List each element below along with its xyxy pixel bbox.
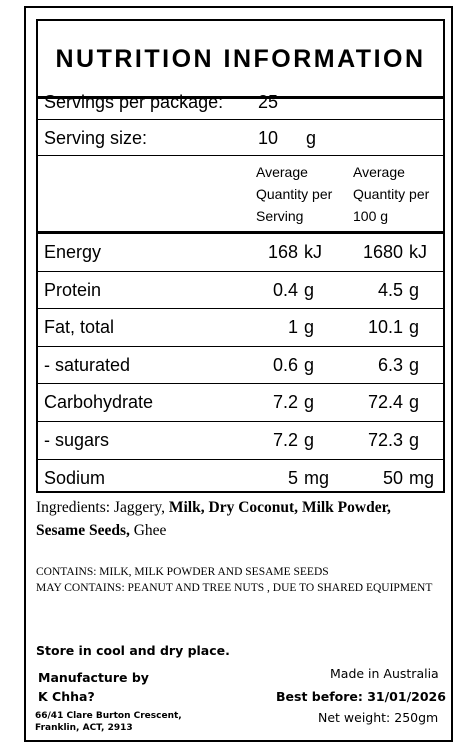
nutrition-panel: NUTRITION INFORMATION Servings per packa… [36, 19, 445, 493]
manufacturer-name: K Chha? [38, 689, 95, 704]
per-100g-unit: g [409, 317, 420, 338]
per-serving-unit: g [304, 430, 315, 450]
servings-label: Servings per package: [44, 92, 224, 112]
label-border [24, 6, 453, 742]
address-line-1: 66/41 Clare Burton Crescent, [35, 711, 182, 721]
row-divider [38, 383, 443, 385]
divider [38, 119, 443, 120]
per-serving-unit: g [304, 317, 315, 338]
column-header-per-serving: Average Quantity per Serving [256, 164, 333, 224]
row-divider [38, 345, 443, 347]
per-serving-value: 0.6 [272, 354, 298, 375]
row-divider [38, 458, 443, 460]
per-100g-value: 1680 [362, 242, 403, 262]
nutrient-label: - sugars [44, 430, 110, 450]
per-100g-unit: g [409, 279, 420, 300]
per-100g-value: 72.4 [367, 392, 403, 413]
storage-instruction: Store in cool and dry place. [36, 643, 230, 658]
per-serving-value: 7.2 [272, 430, 298, 450]
servings-value: 25 [258, 92, 279, 112]
per-serving-unit: g [304, 392, 315, 413]
row-divider [38, 421, 443, 422]
panel-title: NUTRITION INFORMATION [55, 45, 426, 73]
row-divider [38, 270, 443, 272]
per-serving-unit: mg [304, 467, 330, 488]
serving-size-unit: g [306, 128, 317, 148]
nutrient-label: Energy [44, 242, 102, 262]
made-in: Made in Australia [330, 666, 439, 681]
divider [38, 96, 443, 99]
ingredients-text: Ingredients: Jaggery, Milk, Dry Coconut,… [36, 499, 391, 539]
address-line-2: Franklin, ACT, 2913 [35, 723, 133, 733]
per-serving-value: 7.2 [272, 392, 298, 413]
column-header-per-100g: Average Quantity per 100 g [353, 164, 430, 224]
nutrient-label: - saturated [44, 354, 131, 375]
per-100g-unit: mg [409, 467, 435, 488]
per-serving-unit: kJ [304, 242, 322, 262]
nutrient-label: Sodium [44, 467, 106, 488]
serving-size-value: 10 [258, 128, 279, 148]
divider [38, 155, 443, 156]
per-100g-value: 72.3 [367, 430, 403, 450]
nutrient-label: Protein [44, 279, 102, 300]
nutrient-label: Carbohydrate [44, 392, 154, 413]
per-100g-unit: g [409, 430, 420, 450]
per-serving-value: 5 [287, 467, 298, 488]
per-serving-value: 1 [287, 317, 298, 338]
manufacture-label: Manufacture by [38, 670, 149, 685]
may-contain-line: MAY CONTAINS: PEANUT AND TREE NUTS , DUE… [36, 582, 433, 594]
serving-size-label: Serving size: [44, 128, 148, 148]
per-serving-value: 0.4 [272, 279, 298, 300]
per-100g-value: 6.3 [377, 354, 403, 375]
per-100g-unit: kJ [409, 242, 427, 262]
per-serving-value: 168 [267, 242, 298, 262]
per-serving-unit: g [304, 279, 315, 300]
per-100g-unit: g [409, 354, 420, 375]
per-100g-unit: g [409, 392, 420, 413]
row-divider [38, 308, 443, 310]
nutrient-label: Fat, total [44, 317, 115, 338]
per-100g-value: 10.1 [367, 317, 403, 338]
per-serving-unit: g [304, 354, 315, 375]
per-100g-value: 50 [382, 467, 403, 488]
divider [38, 231, 443, 234]
allergen-statement: CONTAINS: MILK, MILK POWDER AND SESAME S… [36, 564, 452, 596]
contains-line: CONTAINS: MILK, MILK POWDER AND SESAME S… [36, 566, 329, 578]
net-weight: Net weight: 250gm [318, 710, 439, 725]
per-100g-value: 4.5 [377, 279, 403, 300]
best-before: Best before: 31/01/2026 [276, 689, 446, 704]
